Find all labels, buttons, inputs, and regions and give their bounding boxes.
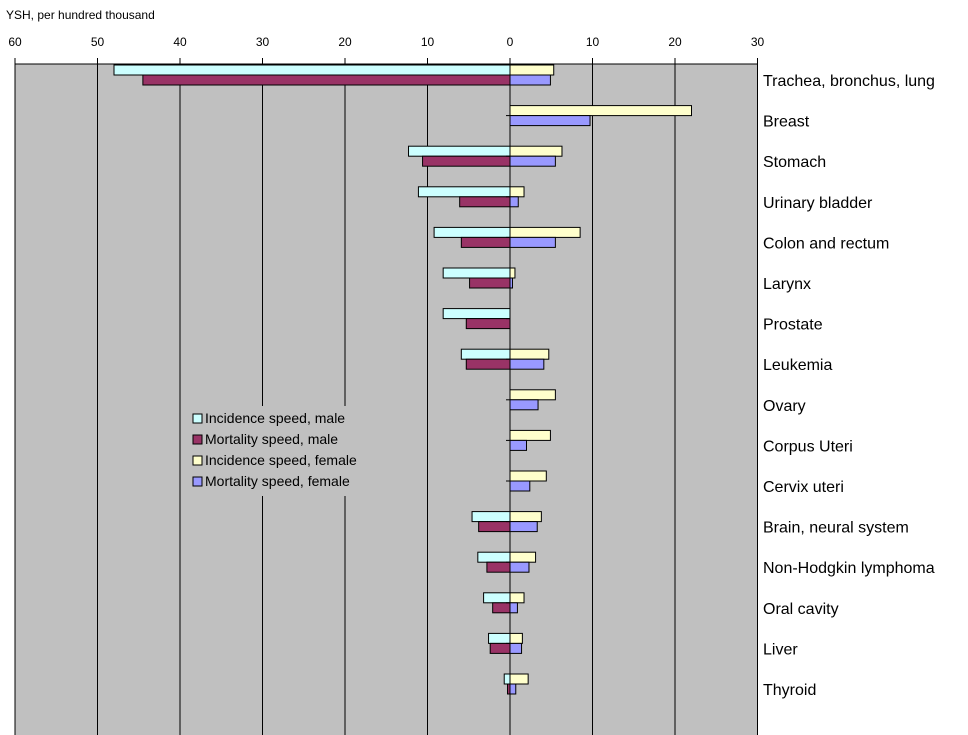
legend-box xyxy=(189,406,384,496)
bar-mortality-speed-male xyxy=(478,521,511,533)
bar-incidence-speed-female xyxy=(509,389,556,401)
tick-label: 50 xyxy=(91,35,105,49)
category-label: Stomach xyxy=(763,154,826,171)
category-label: Corpus Uteri xyxy=(763,438,853,455)
category-label: Liver xyxy=(763,641,798,658)
bar-mortality-speed-female xyxy=(509,358,545,370)
bar-mortality-speed-male xyxy=(465,318,511,330)
bar-mortality-speed-female xyxy=(509,74,551,86)
bar-mortality-speed-female xyxy=(509,196,519,208)
bar-incidence-speed-female xyxy=(509,145,563,157)
bar-mortality-speed-female xyxy=(509,155,556,167)
bar-incidence-speed-female xyxy=(509,511,542,523)
bar-incidence-speed-male xyxy=(477,551,511,563)
bar-mortality-speed-female xyxy=(509,602,518,614)
category-label: Ovary xyxy=(763,398,806,415)
bar-mortality-speed-male xyxy=(469,277,511,289)
bar-incidence-speed-female xyxy=(509,105,692,117)
bar-mortality-speed-female xyxy=(509,439,527,451)
bar-incidence-speed-male xyxy=(471,511,511,523)
bar-mortality-speed-female xyxy=(509,399,539,411)
bar-incidence-speed-female xyxy=(509,551,537,563)
category-label: Non-Hodgkin lymphoma xyxy=(763,560,935,577)
tick-label: 40 xyxy=(173,35,187,49)
bar-mortality-speed-female xyxy=(509,683,517,695)
bar-mortality-speed-male xyxy=(486,561,511,573)
category-label: Oral cavity xyxy=(763,601,839,618)
legend-label: Mortality speed, male xyxy=(205,431,338,447)
bar-mortality-speed-male xyxy=(489,642,511,654)
category-label: Larynx xyxy=(763,276,811,293)
bar-mortality-speed-female xyxy=(509,115,591,127)
bar-incidence-speed-female xyxy=(509,64,555,76)
bar-mortality-speed-male xyxy=(465,358,511,370)
tick-label: 20 xyxy=(668,35,682,49)
legend-swatch xyxy=(192,455,203,466)
category-label: Breast xyxy=(763,114,810,131)
bar-incidence-speed-male xyxy=(442,308,511,320)
legend-swatch xyxy=(192,434,203,445)
bar-mortality-speed-male xyxy=(422,155,511,167)
bar-incidence-speed-female xyxy=(509,470,547,482)
bar-mortality-speed-female xyxy=(509,480,531,492)
category-label: Prostate xyxy=(763,317,823,334)
bar-incidence-speed-female xyxy=(509,267,516,279)
tick-label: 30 xyxy=(256,35,270,49)
legend-label: Mortality speed, female xyxy=(205,473,350,489)
bar-incidence-speed-male xyxy=(433,226,511,238)
bar-incidence-speed-male xyxy=(408,145,511,157)
bar-incidence-speed-female xyxy=(509,226,581,238)
category-label: Brain, neural system xyxy=(763,520,909,537)
bar-mortality-speed-female xyxy=(509,521,538,533)
bar-mortality-speed-female xyxy=(509,642,523,654)
bar-mortality-speed-female xyxy=(509,561,530,573)
legend-label: Incidence speed, female xyxy=(205,452,357,468)
bar-mortality-speed-male xyxy=(460,236,511,248)
plot-area xyxy=(15,64,758,735)
category-label: Thyroid xyxy=(763,682,816,699)
bar-incidence-speed-female xyxy=(509,429,551,441)
tick-label: 0 xyxy=(507,35,514,49)
legend-swatch xyxy=(192,413,203,424)
bar-incidence-speed-female xyxy=(509,592,525,604)
bar-incidence-speed-male xyxy=(417,186,511,198)
bar-incidence-speed-male xyxy=(503,673,511,685)
bar-incidence-speed-male xyxy=(113,64,511,76)
category-label: Leukemia xyxy=(763,357,832,374)
category-label: Trachea, bronchus, lung xyxy=(763,73,935,90)
bar-incidence-speed-male xyxy=(483,592,511,604)
y-axis-title: YSH, per hundred thousand xyxy=(6,8,155,22)
tick-label: 10 xyxy=(421,35,435,49)
category-label: Cervix uteri xyxy=(763,479,844,496)
bar-incidence-speed-female xyxy=(509,673,529,685)
bar-incidence-speed-female xyxy=(509,348,550,360)
tick-label: 10 xyxy=(586,35,600,49)
tick-label: 60 xyxy=(8,35,22,49)
bar-mortality-speed-male xyxy=(492,602,511,614)
bar-mortality-speed-male xyxy=(142,74,511,86)
bar-mortality-speed-male xyxy=(459,196,511,208)
bar-incidence-speed-female xyxy=(509,186,525,198)
bar-incidence-speed-male xyxy=(442,267,511,279)
tick-label: 30 xyxy=(751,35,765,49)
category-label: Urinary bladder xyxy=(763,195,873,212)
bar-incidence-speed-male xyxy=(460,348,511,360)
legend-label: Incidence speed, male xyxy=(205,410,345,426)
tick-label: 20 xyxy=(338,35,352,49)
bar-mortality-speed-female xyxy=(509,236,556,248)
category-label: Colon and rectum xyxy=(763,235,889,252)
bar-incidence-speed-female xyxy=(509,632,523,644)
legend-swatch xyxy=(192,476,203,487)
bar-incidence-speed-male xyxy=(488,632,511,644)
